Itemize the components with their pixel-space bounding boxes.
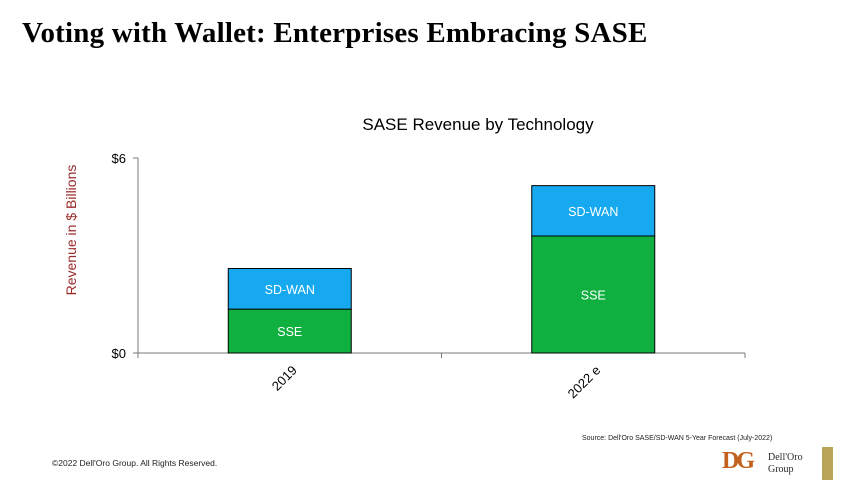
- y-axis-label: Revenue in $ Billions: [63, 165, 79, 296]
- chart-title: SASE Revenue by Technology: [362, 115, 594, 134]
- bar-segment-sd-wan: [531, 185, 656, 237]
- segment-label: SD-WAN: [568, 205, 618, 219]
- bar-segment-sse: [531, 235, 656, 354]
- y-tick-label: $6: [112, 151, 126, 166]
- plot-area: $0 $6 SSE SD-WAN 2019 SSE SD-WAN 2022 e: [112, 151, 746, 402]
- segment-label: SSE: [581, 289, 606, 303]
- source-note: Source: Dell'Oro SASE/SD-WAN 5-Year Fore…: [582, 435, 773, 442]
- segment-label: SSE: [277, 325, 302, 339]
- logo-line-1: Dell'Oro: [768, 452, 803, 463]
- x-tick-label: 2022 e: [565, 363, 604, 402]
- logo-accent-bar: [822, 447, 833, 480]
- copyright-notice: ©2022 Dell'Oro Group. All Rights Reserve…: [52, 458, 218, 468]
- logo-wordmark: Dell'Oro Group: [768, 452, 803, 476]
- bar-segment-sd-wan: [227, 268, 352, 310]
- company-logo: DG Dell'Oro Group: [718, 446, 838, 482]
- logo-line-2: Group: [768, 464, 794, 475]
- x-tick-label: 2019: [269, 363, 300, 394]
- slide-title: Voting with Wallet: Enterprises Embracin…: [22, 17, 648, 49]
- logo-mark: DG: [722, 448, 755, 474]
- segment-label: SD-WAN: [265, 283, 315, 297]
- y-tick-label: $0: [112, 346, 126, 361]
